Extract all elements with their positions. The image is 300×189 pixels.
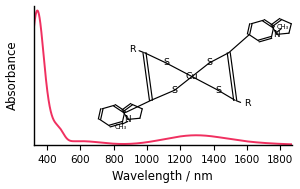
Text: CH₃: CH₃ [276, 24, 288, 30]
X-axis label: Wavelength / nm: Wavelength / nm [112, 170, 213, 184]
Text: S: S [206, 58, 212, 67]
Y-axis label: Absorbance: Absorbance [6, 41, 19, 110]
Text: Cu: Cu [186, 72, 198, 81]
Text: N: N [124, 115, 131, 124]
Text: S: S [163, 58, 169, 67]
Text: CH₃: CH₃ [114, 124, 126, 129]
Text: R: R [244, 99, 250, 108]
Text: S: S [215, 86, 221, 95]
Text: N: N [274, 30, 280, 39]
Text: R: R [129, 45, 136, 54]
Text: S: S [172, 86, 178, 95]
